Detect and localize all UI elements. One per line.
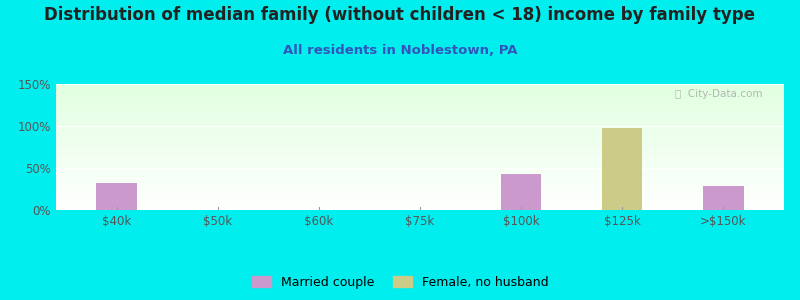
Bar [501, 174, 542, 210]
Text: ⓘ  City-Data.com: ⓘ City-Data.com [674, 89, 762, 99]
Bar [602, 128, 642, 210]
Text: Distribution of median family (without children < 18) income by family type: Distribution of median family (without c… [45, 6, 755, 24]
Bar [97, 183, 137, 210]
Bar [703, 187, 743, 210]
Legend: Married couple, Female, no husband: Married couple, Female, no husband [247, 271, 553, 294]
Text: All residents in Noblestown, PA: All residents in Noblestown, PA [282, 44, 518, 56]
